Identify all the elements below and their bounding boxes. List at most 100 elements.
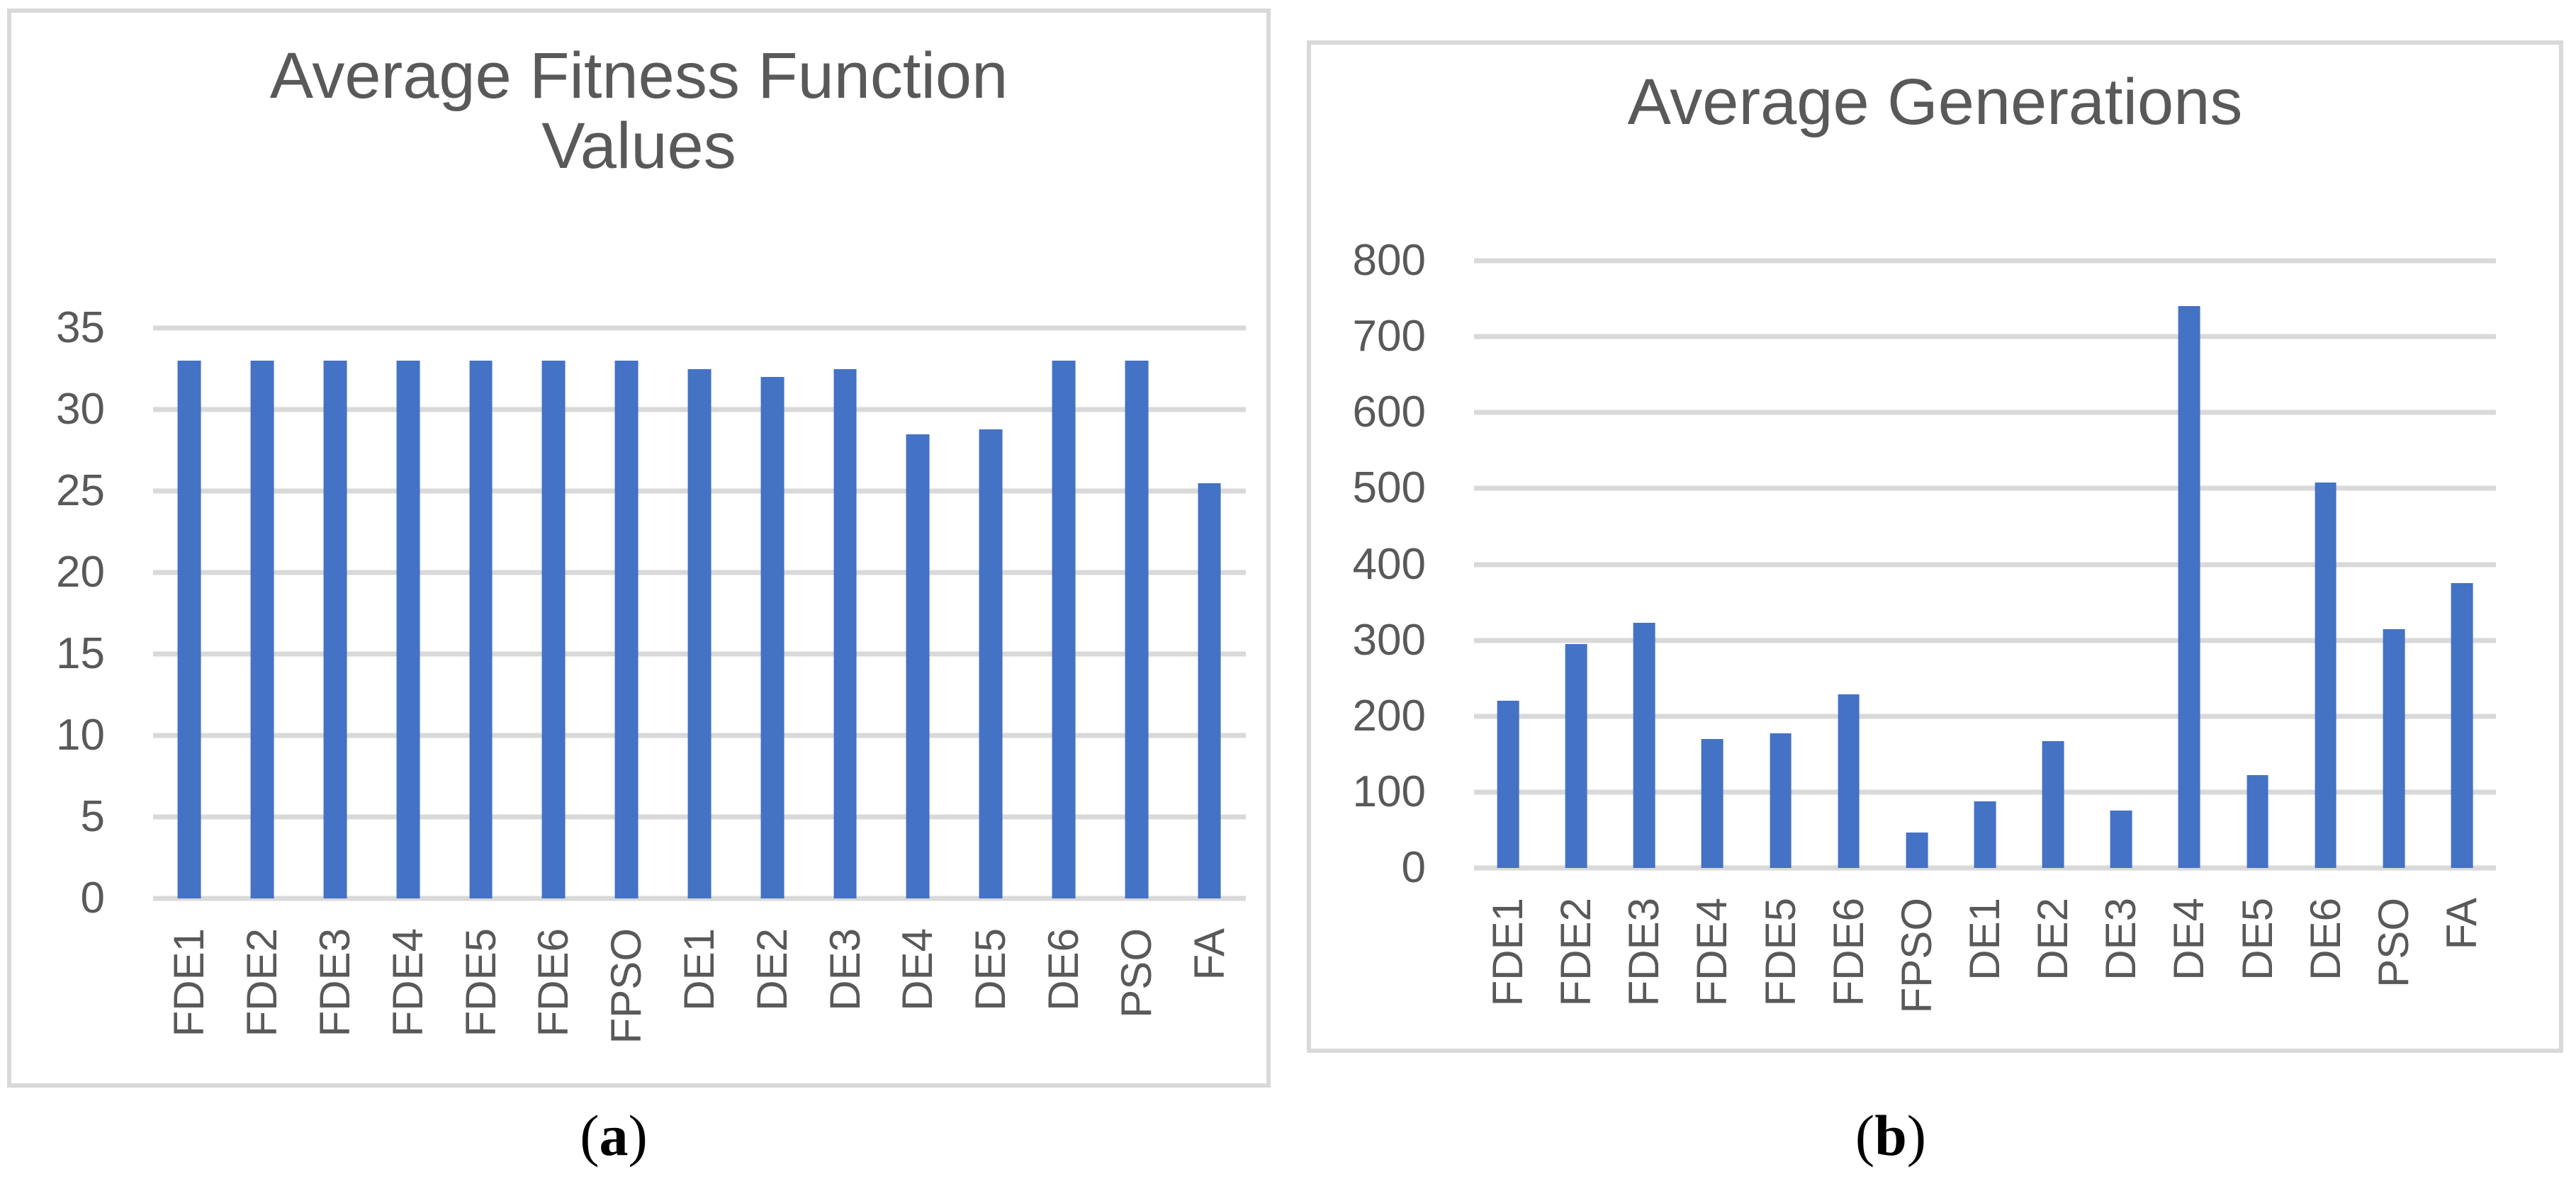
y-axis-tick-label: 0	[1401, 843, 1426, 892]
bar-fde5	[1770, 733, 1792, 868]
x-axis-category-label: DE3	[821, 928, 869, 1011]
x-axis-category-label: FDE5	[1756, 898, 1804, 1007]
y-axis-tick-label: 200	[1352, 691, 1426, 740]
gridline	[1474, 562, 2496, 567]
x-axis-category-label: FA	[2437, 898, 2485, 950]
y-axis-tick-label: 800	[1352, 236, 1426, 285]
bar-fde3	[1633, 623, 1655, 868]
x-axis-category-label: FA	[1185, 928, 1233, 981]
bar-de2	[760, 377, 784, 898]
x-axis-category-label: FDE2	[1552, 898, 1600, 1007]
chart-title-line: Values	[541, 110, 736, 183]
gridline	[1474, 713, 2496, 719]
caption-letter-a: a	[599, 1103, 629, 1168]
bar-fde6	[541, 361, 566, 898]
x-axis-category-label: FDE6	[529, 928, 578, 1037]
gridline	[1474, 410, 2496, 415]
bar-pso	[1125, 361, 1149, 898]
y-axis-tick-label: 0	[80, 874, 105, 923]
bar-pso	[2383, 628, 2405, 868]
x-axis-category-label: DE1	[675, 928, 723, 1011]
bar-fpso	[614, 361, 639, 898]
x-axis-category-label: DE4	[894, 928, 942, 1011]
bar-fde5	[469, 361, 493, 898]
subfigure-label-a: (a)	[580, 1102, 648, 1169]
x-axis-category-label: FDE1	[1484, 898, 1532, 1007]
y-axis-tick-label: 20	[56, 548, 105, 597]
x-axis-category-label: PSO	[1112, 928, 1160, 1018]
bar-de2	[2042, 741, 2064, 868]
bar-de5	[979, 429, 1003, 898]
x-axis-category-label: DE2	[2029, 898, 2077, 981]
gridline	[1474, 638, 2496, 643]
bar-de1	[1974, 801, 1996, 868]
bar-de3	[2110, 810, 2132, 868]
x-axis-category-label: DE1	[1961, 898, 2008, 981]
plot-area-generations: 0 100 200 300 400 500 600 700 800 FDE1 FDE2 FDE3 FDE…	[1353, 239, 2496, 1013]
x-axis-category-label: PSO	[2369, 898, 2417, 988]
x-axis-category-label: DE2	[748, 928, 796, 1011]
y-axis-tick-label: 10	[56, 711, 105, 760]
caption-close-paren: )	[1906, 1103, 1927, 1168]
chart-title-fitness-values: Average Fitness Function Values	[11, 40, 1266, 183]
bar-fde2	[250, 361, 274, 898]
x-axis-category-label: DE6	[2301, 898, 2349, 981]
x-axis-category-label: FDE3	[310, 928, 359, 1037]
bar-de6	[2315, 482, 2337, 868]
x-axis-category-label: DE3	[2097, 898, 2145, 981]
bar-fa	[2451, 583, 2473, 868]
caption-open-paren: (	[580, 1103, 600, 1168]
y-axis-tick-label: 100	[1352, 767, 1426, 816]
bar-fde3	[323, 361, 347, 898]
x-axis-category-label: FPSO	[602, 928, 651, 1044]
x-axis-category-label: FDE5	[456, 928, 505, 1037]
x-axis-category-label: FDE1	[165, 928, 213, 1037]
gridline	[153, 325, 1246, 331]
gridline	[1474, 865, 2496, 871]
bar-fde4	[396, 361, 420, 898]
y-axis-tick-label: 30	[56, 385, 105, 434]
x-axis-category-label: FPSO	[1892, 898, 1940, 1014]
bar-fpso	[1906, 832, 1928, 868]
chart-title-generations: Average Generations	[1311, 67, 2559, 137]
bar-de6	[1052, 361, 1076, 898]
x-axis-category-label: DE5	[967, 928, 1015, 1011]
bar-fde2	[1565, 643, 1587, 868]
chart-panel-generations: Average Generations 0 100 200 300 400 500 600 7…	[1307, 40, 2563, 1053]
bar-fde1	[177, 361, 201, 898]
y-axis-tick-label: 35	[56, 303, 105, 352]
bar-fde1	[1497, 701, 1519, 868]
bar-fa	[1198, 483, 1222, 898]
y-axis-tick-label: 400	[1352, 539, 1426, 589]
y-axis-tick-label: 700	[1352, 312, 1426, 361]
gridline	[153, 896, 1246, 901]
y-axis-tick-label: 300	[1352, 615, 1426, 665]
x-axis-category-label: FDE2	[238, 928, 286, 1037]
bar-de5	[2246, 775, 2268, 868]
y-axis-tick-label: 5	[80, 792, 105, 841]
x-axis-category-label: FDE6	[1824, 898, 1872, 1007]
x-axis-category-label: FDE4	[1688, 898, 1736, 1007]
x-axis-category-label: DE6	[1040, 928, 1087, 1011]
bar-fde6	[1838, 694, 1860, 868]
gridline	[1474, 334, 2496, 339]
gridline	[1474, 789, 2496, 795]
plot-area-fitness-values: 0 5 10 15 20 25 30 35 FDE1 FDE2 FDE3 FDE4 FDE5 FDE6 FP…	[56, 306, 1246, 1044]
x-axis-category-label: FDE4	[383, 928, 432, 1037]
bar-de3	[833, 368, 857, 898]
caption-letter-b: b	[1874, 1103, 1907, 1168]
chart-panel-fitness-values: Average Fitness Function Values 0 5 10 15 20 2…	[7, 9, 1271, 1088]
gridline	[1474, 485, 2496, 491]
gridline	[1474, 258, 2496, 264]
bar-de4	[906, 434, 930, 898]
bar-de1	[687, 368, 712, 898]
x-axis-category-label: DE5	[2233, 898, 2281, 981]
x-axis-category-label: DE4	[2165, 898, 2213, 981]
bar-de4	[2178, 306, 2200, 868]
y-axis-tick-label: 500	[1352, 463, 1426, 513]
caption-close-paren: )	[628, 1103, 648, 1168]
y-axis-tick-label: 600	[1352, 388, 1426, 437]
caption-open-paren: (	[1855, 1103, 1875, 1168]
subfigure-label-b: (b)	[1855, 1102, 1926, 1169]
